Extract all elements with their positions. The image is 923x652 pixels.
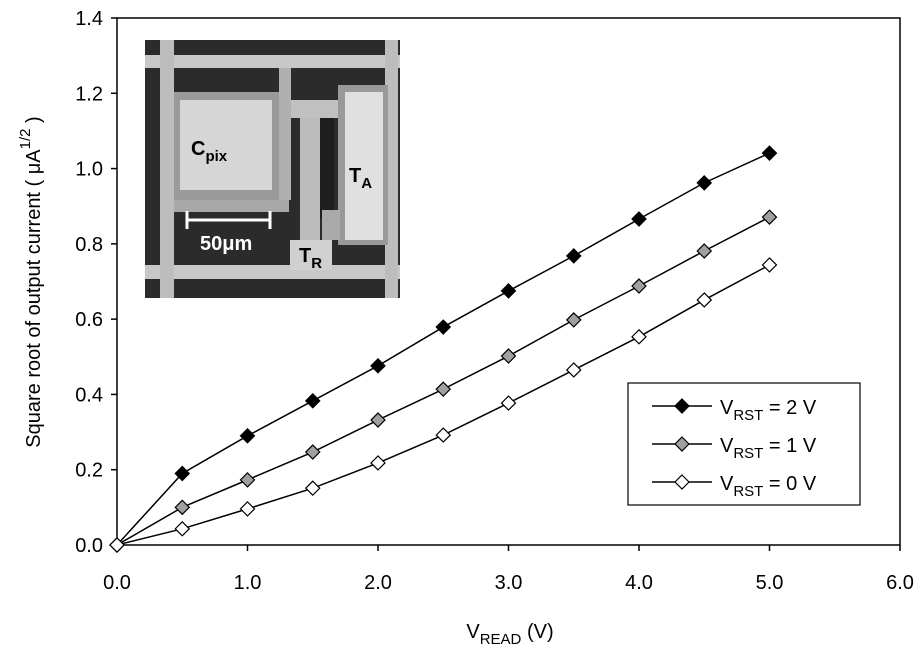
data-point (502, 396, 516, 410)
y-tick-label: 1.4 (75, 8, 103, 30)
data-point (175, 500, 189, 514)
inset-label-part: R (311, 255, 322, 272)
data-point (371, 456, 385, 470)
legend-label-part: = 1 V (763, 435, 816, 457)
data-point (697, 293, 711, 307)
legend-label-part: V (720, 435, 734, 457)
y-tick-label: 1.0 (75, 159, 103, 181)
y-axis-label-part: ) (23, 116, 45, 128)
data-point (241, 502, 255, 516)
data-point (567, 363, 581, 377)
x-tick-label: 1.0 (234, 572, 262, 594)
inset-label-part: C (191, 138, 205, 160)
data-point (436, 428, 450, 442)
legend-label-part: RST (733, 483, 763, 500)
x-tick-label: 0.0 (103, 572, 131, 594)
data-point (306, 481, 320, 495)
x-axis-label: VREAD (V) (466, 621, 553, 648)
x-tick-label: 3.0 (495, 572, 523, 594)
inset-label-part: T (349, 165, 361, 187)
data-point (371, 413, 385, 427)
data-point (371, 359, 385, 373)
legend-label-part: RST (733, 445, 763, 462)
chart: 0.0 0.2 0.4 0.6 0.8 1.0 1.2 1.4 0.0 1.0 2.0 3.0 4.0 5… (0, 0, 923, 652)
y-axis-label-part: Square root of output current ( μA (23, 149, 45, 448)
legend-label-part: V (720, 397, 734, 419)
data-point (241, 429, 255, 443)
legend-label-part: V (720, 473, 734, 495)
data-point (632, 330, 646, 344)
data-point (763, 146, 777, 160)
inset-label-part: pix (205, 148, 227, 165)
data-point (697, 176, 711, 190)
y-tick-label: 0.6 (75, 309, 103, 331)
inset-micrograph (145, 40, 400, 298)
y-axis-label: Square root of output current ( μA1/2 ) (17, 116, 45, 447)
legend-label-part: RST (733, 407, 763, 424)
data-point (763, 258, 777, 272)
x-tick-label: 5.0 (756, 572, 784, 594)
x-tick-label: 6.0 (886, 572, 914, 594)
x-axis-label-part: (V) (521, 621, 553, 643)
y-tick-label: 1.2 (75, 83, 103, 105)
data-point (697, 244, 711, 258)
inset-label-part: A (361, 175, 372, 192)
data-point (436, 320, 450, 334)
y-tick-label: 0.2 (75, 460, 103, 482)
y-axis-label-part: 1/2 (17, 129, 34, 150)
x-tick-label: 4.0 (625, 572, 653, 594)
data-point (502, 284, 516, 298)
data-point (632, 212, 646, 226)
y-tick-label: 0.4 (75, 384, 103, 406)
y-tick-label: 0.0 (75, 535, 103, 557)
data-point (306, 445, 320, 459)
inset-label-part: T (299, 245, 311, 267)
x-axis-label-part: READ (480, 631, 522, 648)
data-point (567, 313, 581, 327)
data-point (436, 382, 450, 396)
x-tick-label: 2.0 (364, 572, 392, 594)
legend-label-part: = 2 V (763, 397, 816, 419)
data-point (175, 522, 189, 536)
data-point (306, 394, 320, 408)
legend-label-part: = 0 V (763, 473, 816, 495)
y-tick-label: 0.8 (75, 234, 103, 256)
x-axis-label-part: V (466, 621, 480, 643)
scale-bar-label: 50μm (200, 233, 252, 255)
data-point (567, 249, 581, 263)
data-point (763, 210, 777, 224)
data-point (632, 279, 646, 293)
data-point (241, 473, 255, 487)
data-point (502, 349, 516, 363)
